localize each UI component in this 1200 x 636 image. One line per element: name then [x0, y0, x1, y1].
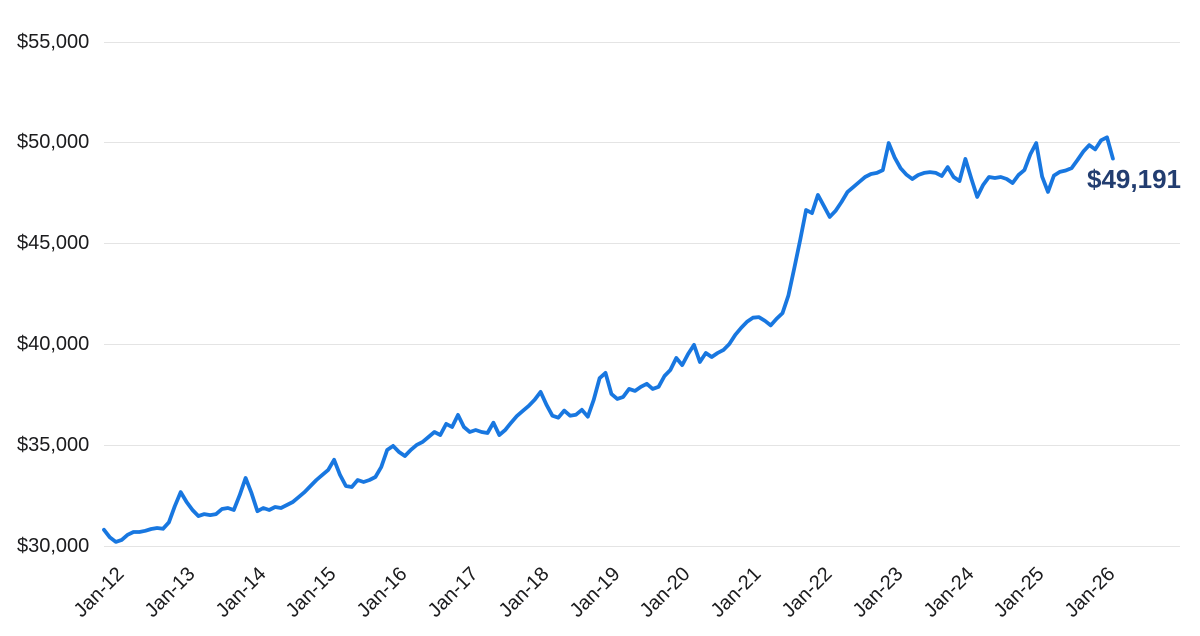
y-tick-label: $55,000	[17, 30, 90, 53]
gridline	[104, 545, 1180, 547]
y-tick-label: $35,000	[17, 433, 90, 456]
y-tick-label: $50,000	[17, 131, 90, 154]
y-tick-label: $30,000	[17, 534, 90, 557]
gridline	[104, 243, 1180, 245]
gridline	[104, 41, 1180, 43]
gridline	[104, 343, 1180, 345]
gridline	[104, 142, 1180, 144]
last-value-label: $49,191	[1087, 164, 1181, 194]
y-tick-label: $45,000	[17, 232, 90, 255]
y-tick-label: $40,000	[17, 332, 90, 355]
gridline	[104, 444, 1180, 446]
data-series-line	[102, 135, 1115, 544]
